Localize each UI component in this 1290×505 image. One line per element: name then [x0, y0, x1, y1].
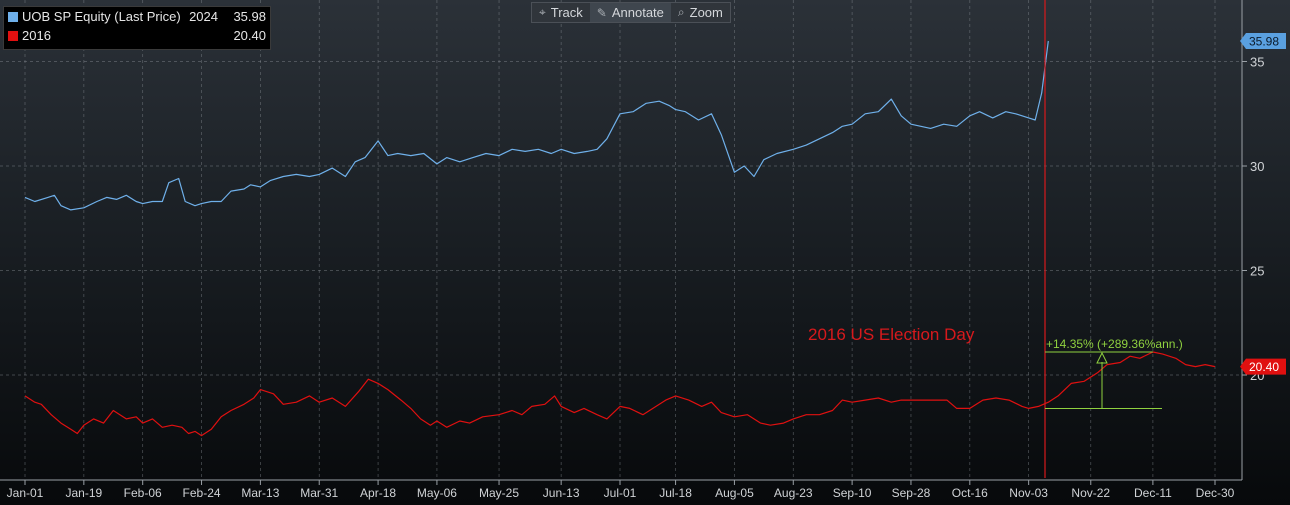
annotate-label: Annotate	[611, 5, 664, 20]
x-tick-label: Aug-23	[774, 486, 813, 500]
last-value-tag-uob	[1240, 33, 1286, 50]
track-button[interactable]: ⌖ Track	[532, 3, 590, 22]
legend-item-uob: UOB SP Equity (Last Price) 2024 35.98	[4, 7, 270, 26]
y-tick-label: 35	[1250, 55, 1264, 70]
x-axis: Jan-01 Jan-19 Feb-06 Feb-24 Mar-13 Mar-31 Apr-…	[0, 479, 1242, 500]
x-tick-label: Jul-01	[604, 486, 637, 500]
magnifier-icon: ⌕	[677, 5, 685, 19]
x-tick-label: Apr-18	[360, 486, 396, 500]
x-tick-label: Aug-05	[715, 486, 754, 500]
last-value-tag-label: 20.40	[1249, 360, 1279, 374]
zoom-button[interactable]: ⌕ Zoom	[671, 3, 730, 22]
x-tick-label: Dec-11	[1134, 486, 1172, 500]
legend-swatch	[8, 30, 18, 41]
crosshair-icon: ⌖	[539, 5, 546, 19]
x-tick-label: Feb-06	[124, 486, 162, 500]
annotation-layer: 2016 US Election Day +14.35% (+289.36%ann…	[808, 0, 1183, 478]
annotate-button[interactable]: ✎ Annotate	[589, 3, 671, 22]
zoom-label: Zoom	[689, 5, 723, 20]
legend-series-value: 20.40	[233, 28, 266, 43]
legend-item-2016: 2016 20.40	[4, 26, 270, 45]
last-value-tags: 35.98 20.40	[1240, 33, 1286, 375]
x-tick-label: Mar-31	[300, 486, 338, 500]
last-value-tag-2016	[1240, 358, 1286, 375]
measure-arrow-icon	[1096, 351, 1108, 364]
x-tick-label: Sep-10	[833, 486, 872, 500]
uob-2016-line	[24, 351, 1216, 437]
uob-2024-line	[24, 40, 1049, 211]
legend-series-year: 2024	[189, 9, 218, 24]
pencil-icon: ✎	[596, 5, 607, 20]
series-layer	[24, 40, 1216, 437]
x-tick-label: Nov-03	[1009, 486, 1048, 500]
x-tick-label: Jan-01	[7, 486, 44, 500]
x-tick-label: May-25	[479, 486, 519, 500]
track-label: Track	[550, 5, 583, 20]
x-tick-label: Jan-19	[65, 486, 102, 500]
y-tick-label: 30	[1250, 159, 1264, 174]
x-tick-label: Dec-30	[1196, 486, 1235, 500]
y-tick-label: 25	[1250, 264, 1264, 279]
x-tick-label: Feb-24	[183, 486, 221, 500]
x-tick-label: Nov-22	[1071, 486, 1110, 500]
measure-change-label: +14.35% (+289.36%ann.)	[1046, 337, 1183, 351]
last-value-tag-label: 35.98	[1249, 35, 1279, 49]
x-tick-label: Sep-28	[892, 486, 931, 500]
legend-series-value: 35.98	[233, 9, 266, 24]
legend: UOB SP Equity (Last Price) 2024 35.98 20…	[3, 6, 271, 50]
grid-lines	[0, 0, 1242, 478]
x-tick-label: Jun-13	[543, 486, 580, 500]
x-tick-label: Jul-18	[659, 486, 692, 500]
legend-swatch	[8, 11, 18, 22]
election-day-label: 2016 US Election Day	[808, 325, 975, 344]
legend-series-name: UOB SP Equity (Last Price)	[22, 9, 181, 24]
x-tick-label: Mar-13	[241, 486, 279, 500]
x-tick-label: May-06	[417, 486, 457, 500]
chart-toolbar: ⌖ Track ✎ Annotate ⌕ Zoom	[531, 2, 731, 23]
legend-series-name: 2016	[22, 28, 51, 43]
x-tick-label: Oct-16	[952, 486, 988, 500]
